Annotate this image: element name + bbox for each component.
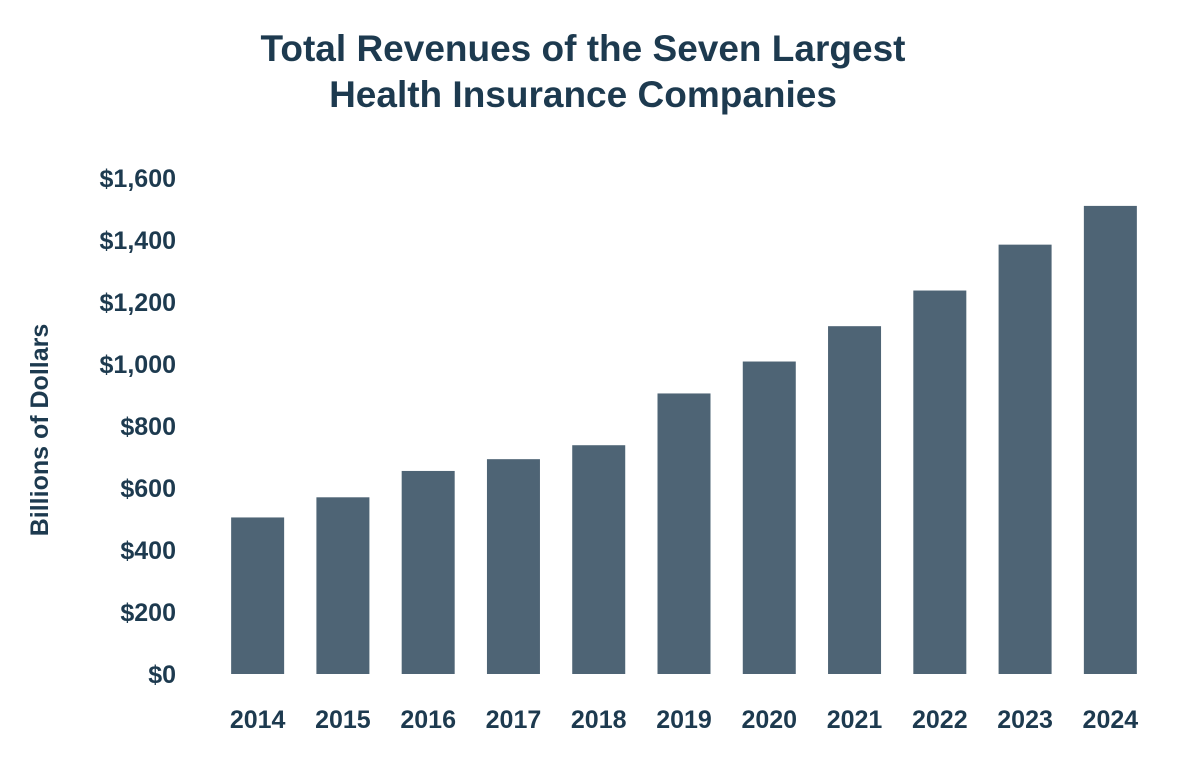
y-tick-label: $0 [148,661,176,689]
x-tick-labels: 2014 2015 2016 2017 2018 2019 2020 2021 2022 2023… [230,706,1138,734]
chart-title: Total Revenues of the Seven Largest Heal… [0,26,1166,118]
y-tick-label: $200 [120,599,176,627]
x-tick-label: 2016 [400,706,456,734]
x-tick-label: 2022 [912,706,968,734]
bar-2015 [316,497,370,674]
bar-2019 [657,393,711,674]
bar-2016 [401,470,455,674]
x-tick-label: 2023 [997,706,1053,734]
x-tick-label: 2014 [230,706,286,734]
x-tick-label: 2019 [656,706,712,734]
x-tick-label: 2024 [1083,706,1139,734]
y-tick-label: $800 [120,413,176,441]
bar-2022 [913,290,967,674]
y-axis-title: Billions of Dollars [26,324,54,537]
x-tick-label: 2020 [741,706,797,734]
x-tick-label: 2018 [571,706,627,734]
y-tick-label: $1,200 [100,289,176,317]
bar-2023 [998,244,1052,674]
y-tick-label: $1,400 [100,227,176,255]
y-tick-label: $1,600 [100,165,176,193]
bar-2018 [572,445,626,674]
bar-2024 [1083,205,1137,674]
x-tick-label: 2021 [827,706,883,734]
x-tick-label: 2017 [486,706,542,734]
bar-2014 [231,517,285,674]
bar-2020 [742,361,796,674]
bar-2017 [486,459,540,674]
x-tick-label: 2015 [315,706,371,734]
y-tick-labels: $0 $200 $400 $600 $800 $1,000 $1,200 $1,400 $1,6… [100,165,176,689]
y-tick-label: $1,000 [100,351,176,379]
y-tick-label: $400 [120,537,176,565]
chart-title-line-1: Total Revenues of the Seven Largest [260,28,906,69]
chart-title-line-2: Health Insurance Companies [329,74,837,115]
bar-2021 [828,326,882,674]
bars [231,205,1137,674]
y-tick-label: $600 [120,475,176,503]
